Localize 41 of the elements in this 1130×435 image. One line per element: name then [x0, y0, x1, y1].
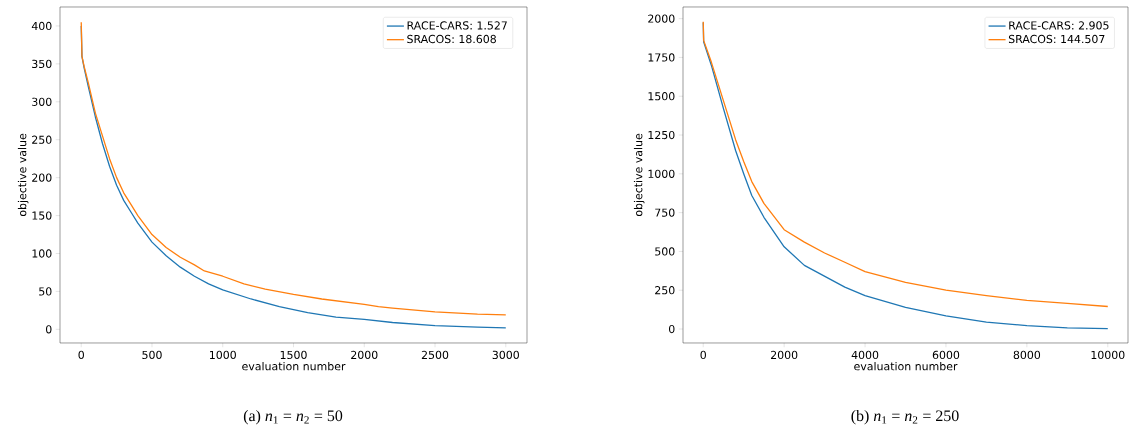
- text: (a) n$_{1}$ = n$_{2}$ = 50: [243, 409, 343, 425]
- x-axis-title: evaluation number: [242, 361, 346, 371]
- y-tick-label: 0: [45, 325, 52, 334]
- x-axis-title: evaluation number: [854, 361, 958, 371]
- x-tick-label: 2500: [421, 350, 449, 360]
- x-tick-label: 0: [700, 350, 706, 360]
- y-tick-label: 750: [655, 208, 675, 217]
- x-tick-label: 6000: [932, 350, 960, 360]
- y-tick-label: 400: [31, 21, 52, 31]
- text: (b) n$_{1}$ = n$_{2}$ = 250: [851, 409, 959, 425]
- y-tick-label: 350: [32, 59, 52, 69]
- x-tick-label: 8000: [1013, 350, 1041, 360]
- y-axis-title: objective value: [17, 133, 29, 217]
- y-tick-label: 0: [668, 324, 675, 334]
- y-axis-title: objective value: [633, 133, 645, 217]
- y-tick-label: 1750: [648, 53, 675, 62]
- x-tick-label: 3000: [492, 350, 519, 360]
- legend-label: SRACOS: 144.507: [1008, 34, 1105, 44]
- y-tick-label: 1500: [648, 92, 675, 101]
- y-tick-label: 50: [39, 287, 52, 296]
- legend-label: RACE-CARS: 2.905: [1009, 21, 1109, 30]
- legend-label: SRACOS: 18.608: [407, 34, 496, 44]
- y-tick-label: 300: [32, 97, 52, 106]
- y-tick-label: 250: [655, 286, 675, 295]
- y-tick-label: 2000: [648, 14, 675, 23]
- x-tick-label: 4000: [851, 350, 879, 360]
- x-tick-label: 10000: [1091, 350, 1125, 360]
- y-tick-label: 200: [32, 173, 52, 182]
- y-tick-label: 100: [32, 249, 52, 258]
- x-tick-label: 1000: [210, 350, 236, 360]
- x-tick-label: 2000: [351, 350, 378, 360]
- legend-label: RACE-CARS: 1.527: [407, 21, 507, 30]
- x-tick-label: 500: [142, 350, 162, 360]
- y-tick-label: 500: [655, 247, 675, 256]
- x-tick-label: 1500: [280, 350, 307, 360]
- y-tick-label: 1000: [648, 169, 675, 178]
- y-tick-label: 250: [32, 135, 52, 144]
- x-tick-label: 0: [78, 350, 84, 360]
- y-tick-label: 150: [32, 211, 52, 220]
- y-tick-label: 1250: [648, 130, 675, 140]
- x-tick-label: 2000: [771, 350, 798, 360]
